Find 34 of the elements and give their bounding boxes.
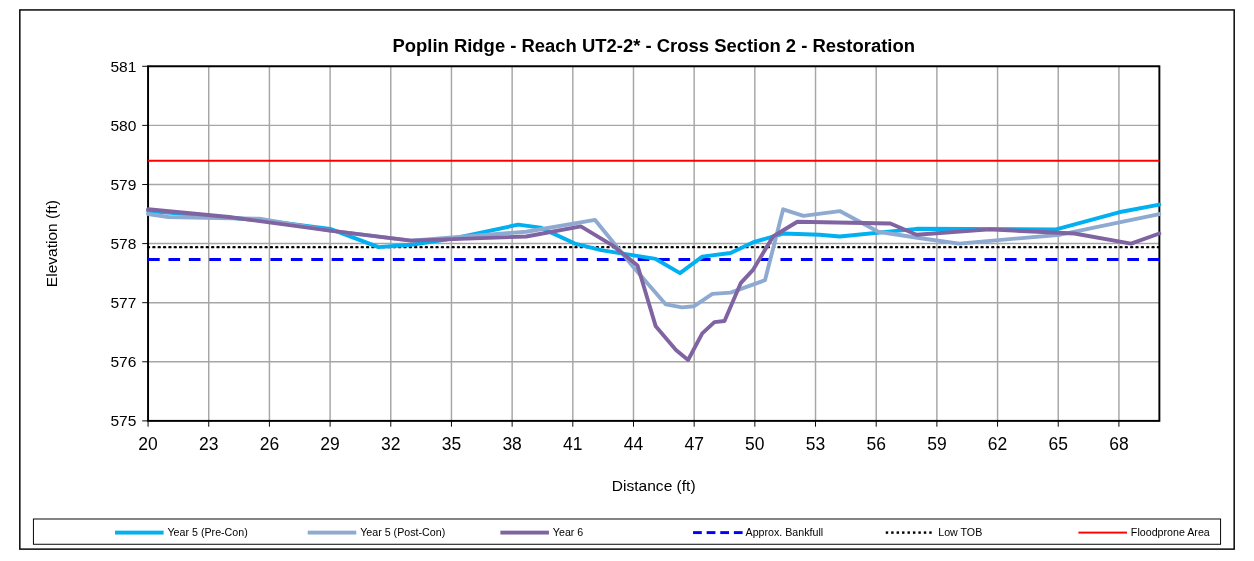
line-series xyxy=(146,207,1162,362)
y-tick-label: 578 xyxy=(110,235,137,253)
y-tick-label: 577 xyxy=(110,294,137,312)
x-tick-label: 68 xyxy=(1109,434,1129,455)
legend-label: Year 6 xyxy=(552,526,584,539)
x-tick-label: 35 xyxy=(441,434,462,455)
x-tick-label: 26 xyxy=(259,434,280,455)
x-tick-label: 23 xyxy=(199,434,219,455)
y-tick-label: 579 xyxy=(110,175,137,193)
x-tick-label: 32 xyxy=(381,434,401,455)
x-tick-label: 41 xyxy=(563,434,583,455)
y-tick-label: 581 xyxy=(110,57,137,75)
y-tick-label: 575 xyxy=(110,412,137,430)
legend-label: Approx. Bankfull xyxy=(745,526,824,539)
x-tick-label: 62 xyxy=(987,434,1008,455)
chart-title: Poplin Ridge - Reach UT2-2* - Cross Section 2 - Restoration xyxy=(392,34,915,56)
x-tick-label: 56 xyxy=(866,434,886,455)
legend-label: Floodprone Area xyxy=(1130,526,1210,539)
legend-label: Year 5 (Pre-Con) xyxy=(167,526,248,539)
x-tick-label: 20 xyxy=(138,434,159,455)
x-tick-label: 50 xyxy=(745,434,765,455)
y-axis-title: Elevation (ft) xyxy=(42,199,60,288)
legend-label: Low TOB xyxy=(938,526,983,539)
y-tick-label: 580 xyxy=(110,116,137,134)
x-tick-label: 47 xyxy=(684,434,704,455)
x-tick-label: 44 xyxy=(623,434,644,455)
x-axis-title: Distance (ft) xyxy=(611,476,696,494)
y-tick-label: 576 xyxy=(110,353,137,371)
x-tick-label: 65 xyxy=(1048,434,1068,455)
x-tick-label: 59 xyxy=(927,434,947,455)
x-tick-label: 29 xyxy=(320,434,340,455)
legend-label: Year 5 (Post-Con) xyxy=(360,526,446,539)
x-tick-label: 38 xyxy=(502,434,522,455)
x-tick-label: 53 xyxy=(805,434,826,455)
